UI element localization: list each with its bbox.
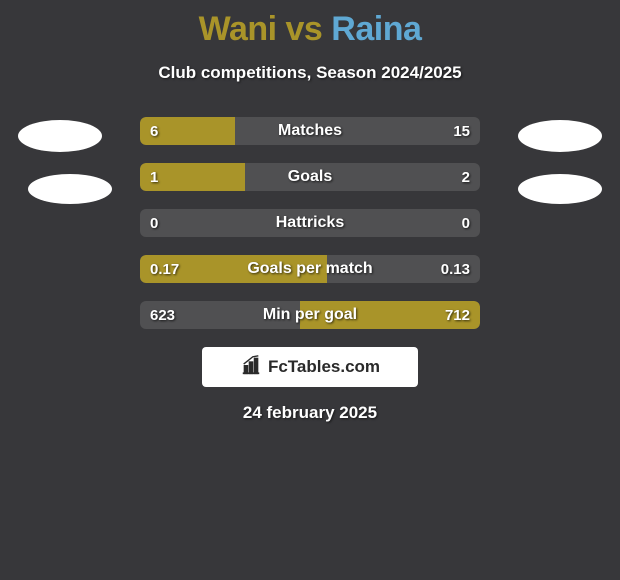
stat-row: 0Hattricks0 — [140, 209, 480, 237]
title-vs: vs — [286, 10, 323, 48]
branding-text: FcTables.com — [268, 357, 380, 377]
page-title: Wani vs Raina — [0, 0, 620, 49]
date-text: 24 february 2025 — [0, 403, 620, 423]
stat-value-right: 0 — [462, 209, 470, 237]
stats-block: 6Matches15 1Goals2 0Hattricks0 0.17Goals pe… — [140, 117, 480, 329]
player1-avatar-1 — [18, 120, 102, 152]
subtitle: Club competitions, Season 2024/2025 — [0, 63, 620, 83]
stat-label: Goals — [140, 163, 480, 191]
stat-value-right: 2 — [462, 163, 470, 191]
bar-chart-icon — [240, 354, 262, 381]
stat-value-right: 712 — [445, 301, 470, 329]
stat-label: Hattricks — [140, 209, 480, 237]
stat-row: 623Min per goal712 — [140, 301, 480, 329]
title-player2: Raina — [331, 10, 421, 48]
stat-row: 1Goals2 — [140, 163, 480, 191]
stat-row: 0.17Goals per match0.13 — [140, 255, 480, 283]
branding-badge: FcTables.com — [202, 347, 418, 387]
stat-row: 6Matches15 — [140, 117, 480, 145]
comparison-infographic: Wani vs Raina Club competitions, Season … — [0, 0, 620, 580]
player2-avatar-2 — [518, 174, 602, 204]
title-player1: Wani — [199, 10, 277, 48]
stat-value-right: 15 — [453, 117, 470, 145]
stat-label: Min per goal — [140, 301, 480, 329]
player2-avatar-1 — [518, 120, 602, 152]
stat-label: Goals per match — [140, 255, 480, 283]
stat-value-right: 0.13 — [441, 255, 470, 283]
player1-avatar-2 — [28, 174, 112, 204]
stat-label: Matches — [140, 117, 480, 145]
